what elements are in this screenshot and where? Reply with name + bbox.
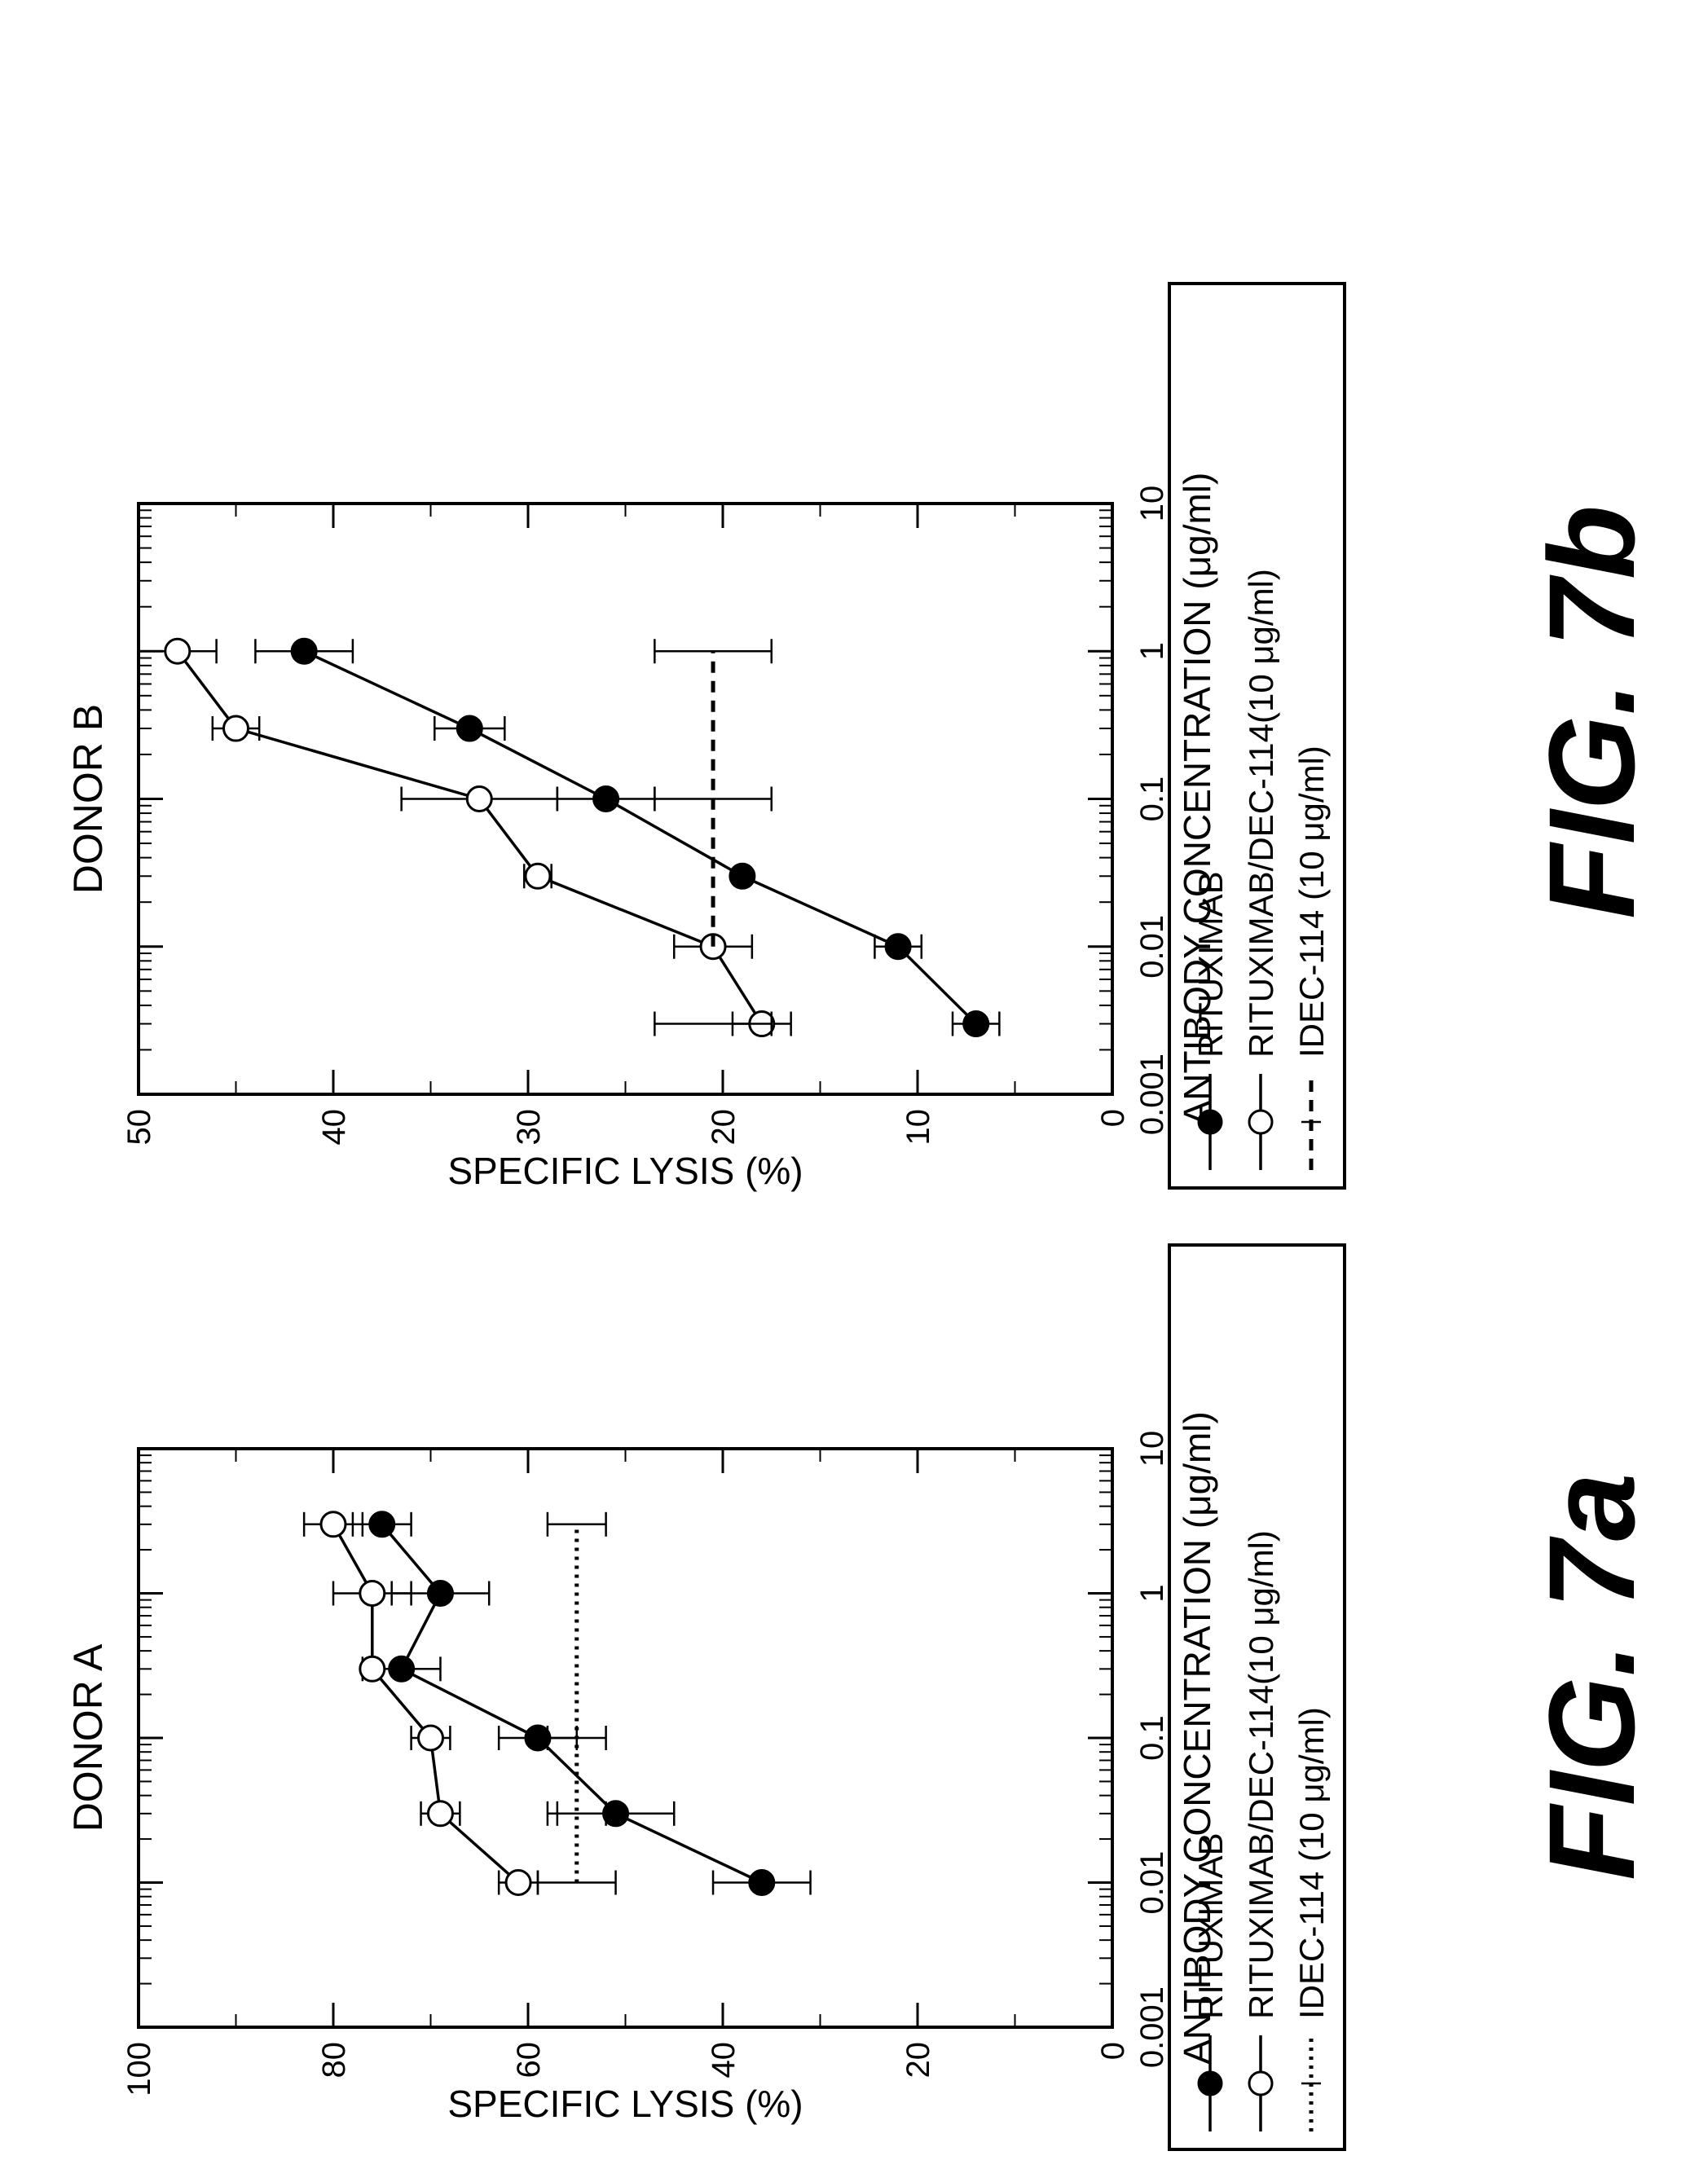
y-tick-label: 30 xyxy=(511,1109,547,1146)
x-tick-label: 0.001 xyxy=(1134,1054,1170,1135)
x-tick-label: 10 xyxy=(1134,1431,1170,1467)
x-axis-label: ANTIBODY CONCENTRATION (μg/ml) xyxy=(1176,1411,1218,2065)
series-line-1 xyxy=(381,1523,763,1885)
x-axis-label: ANTIBODY CONCENTRATION (μg/ml) xyxy=(1176,473,1218,1126)
data-point xyxy=(359,1580,386,1607)
y-tick-label: 20 xyxy=(706,1109,742,1146)
y-tick-label: 60 xyxy=(511,2042,547,2079)
legend-box xyxy=(1168,282,1346,1190)
chart-panel-donor-b: 0.001 0.01 0.1 1 10 0 10 20 30 40 50 ANTIBODY CONCE… xyxy=(65,282,1660,1192)
x-tick-label: 0.001 xyxy=(1134,1986,1170,2068)
data-point xyxy=(368,1511,396,1538)
y-axis-label: SPECIFIC LYSIS (%) xyxy=(447,1150,803,1192)
legend-label: RITUXIMAB/DEC-114(10 μg/ml) xyxy=(1242,569,1280,1058)
y-tick-label: 40 xyxy=(706,2042,742,2079)
y-tick-label: 0 xyxy=(1095,1109,1131,1127)
data-point xyxy=(602,1800,630,1828)
data-point xyxy=(592,785,620,812)
data-point xyxy=(417,1724,444,1752)
legend-marker xyxy=(1197,2070,1223,2096)
data-point xyxy=(164,637,191,665)
y-axis-label: SPECIFIC LYSIS (%) xyxy=(447,2083,803,2125)
y-tick-label: 0 xyxy=(1095,2042,1131,2060)
x-tick-label: 0.01 xyxy=(1134,915,1170,979)
x-tick-label: 0.01 xyxy=(1134,1851,1170,1915)
legend-label: RITUXIMAB xyxy=(1191,1832,1230,2019)
y-tick-label: 10 xyxy=(900,1109,936,1146)
chart-title: DONOR B xyxy=(65,704,111,894)
legend-marker xyxy=(1248,1109,1274,1135)
data-point xyxy=(290,637,318,665)
figure-label: FIG. 7a xyxy=(1523,1473,1660,1881)
x-tick-label: 10 xyxy=(1134,486,1170,522)
data-point xyxy=(504,1869,532,1896)
legend-label: IDEC-114 (10 μg/ml) xyxy=(1292,1707,1331,2019)
data-point xyxy=(388,1655,416,1683)
y-tick-label: 80 xyxy=(316,2042,352,2079)
data-point xyxy=(359,1655,386,1683)
data-point xyxy=(524,1724,552,1752)
x-tick-label: 1 xyxy=(1134,1584,1170,1602)
y-tick-label: 20 xyxy=(900,2042,936,2079)
x-tick-label: 0.1 xyxy=(1134,1715,1170,1761)
y-tick-label: 50 xyxy=(121,1109,157,1146)
chart-title: DONOR A xyxy=(65,1643,111,1832)
x-tick-label: 0.1 xyxy=(1134,776,1170,822)
data-point xyxy=(426,1580,454,1607)
legend-label: RITUXIMAB xyxy=(1191,871,1230,1058)
legend-label: IDEC-114 (10 μg/ml) xyxy=(1292,746,1331,1058)
data-point xyxy=(426,1800,454,1828)
data-point xyxy=(729,862,756,890)
series-line-1 xyxy=(303,649,977,1025)
legend-marker xyxy=(1197,1109,1223,1135)
data-point xyxy=(465,785,493,812)
data-point xyxy=(456,715,483,742)
data-point xyxy=(524,862,552,890)
data-point xyxy=(748,1869,776,1896)
data-point xyxy=(222,715,249,742)
x-tick-label: 1 xyxy=(1134,642,1170,660)
figure-label: FIG. 7b xyxy=(1523,505,1660,919)
data-point xyxy=(884,933,912,961)
legend-box xyxy=(1168,1243,1346,2151)
series-line-2 xyxy=(176,650,764,1025)
legend-label: RITUXIMAB/DEC-114(10 μg/ml) xyxy=(1242,1530,1280,2019)
y-tick-label: 100 xyxy=(121,2042,157,2096)
legend-marker xyxy=(1248,2070,1274,2096)
y-tick-label: 40 xyxy=(316,1109,352,1146)
plot-frame xyxy=(137,1447,1114,2029)
data-point xyxy=(962,1010,990,1038)
data-point xyxy=(319,1511,347,1538)
